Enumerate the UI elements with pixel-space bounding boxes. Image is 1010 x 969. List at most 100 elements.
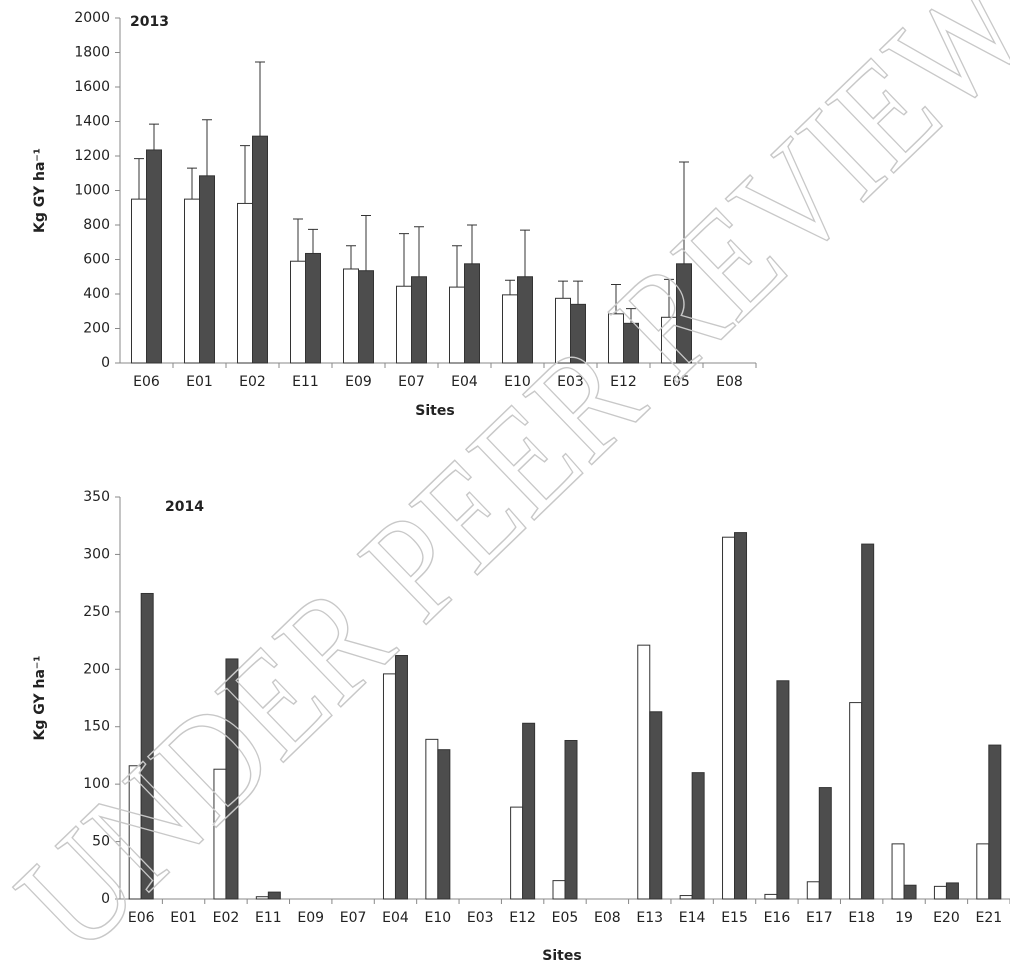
bar	[199, 175, 215, 364]
error-bar	[611, 284, 621, 314]
x-tick-label: E09	[345, 374, 372, 390]
x-tick-label: E12	[509, 910, 536, 926]
error-bar	[679, 161, 689, 264]
error-bar	[399, 233, 409, 287]
bar	[267, 891, 281, 900]
error-bar	[346, 245, 356, 269]
chart-title: 2014	[165, 499, 204, 515]
bar	[691, 772, 705, 900]
x-tick-label: E07	[398, 374, 425, 390]
y-tick-label: 800	[83, 217, 110, 233]
error-bar	[558, 280, 568, 299]
y-tick-label: 100	[83, 776, 110, 792]
y-tick-label: 1800	[74, 45, 110, 61]
x-tick-label: E21	[975, 910, 1002, 926]
bar	[225, 658, 239, 900]
x-tick-label: E07	[340, 910, 367, 926]
bar	[305, 252, 321, 364]
x-tick-label: E11	[255, 910, 282, 926]
bar	[649, 711, 663, 900]
x-tick-label: E16	[764, 910, 791, 926]
x-tick-label: E03	[467, 910, 494, 926]
x-tick-label: E11	[292, 374, 319, 390]
bar	[637, 644, 651, 900]
bar	[510, 806, 524, 900]
error-bar	[361, 215, 371, 271]
bar	[764, 893, 778, 900]
bar	[343, 268, 359, 364]
bar	[945, 882, 959, 900]
x-tick-label: 19	[895, 910, 913, 926]
chart-title: 2013	[130, 14, 169, 30]
bar	[933, 885, 947, 900]
x-tick-label: E05	[663, 374, 690, 390]
bar	[891, 843, 905, 900]
bar	[140, 592, 154, 900]
bar	[570, 303, 586, 364]
bar	[903, 884, 917, 900]
bar	[396, 285, 412, 364]
error-bar	[573, 280, 583, 305]
bar	[976, 843, 990, 900]
x-tick-label: E18	[848, 910, 875, 926]
x-tick-label: E02	[239, 374, 266, 390]
bar	[237, 202, 253, 364]
x-axis-label: Sites	[542, 948, 581, 964]
bar	[661, 316, 677, 364]
x-tick-label: E01	[170, 910, 197, 926]
error-bar	[520, 229, 530, 277]
x-axis-label: Sites	[415, 403, 454, 419]
y-tick-label: 2000	[74, 10, 110, 26]
y-tick-label: 0	[101, 355, 110, 371]
bar	[517, 276, 533, 364]
error-bar	[293, 218, 303, 262]
error-bar	[626, 308, 636, 324]
bar	[676, 263, 692, 364]
bar	[623, 322, 639, 364]
bar	[722, 536, 736, 900]
error-bar	[505, 279, 515, 295]
bar	[290, 260, 306, 364]
y-tick-label: 400	[83, 286, 110, 302]
bar	[131, 198, 147, 364]
error-bar	[414, 226, 424, 277]
error-bar	[467, 224, 477, 264]
x-tick-label: E04	[382, 910, 409, 926]
x-tick-label: E12	[610, 374, 637, 390]
x-tick-label: E08	[716, 374, 743, 390]
bar	[358, 270, 374, 364]
y-tick-label: 1000	[74, 183, 110, 199]
x-tick-label: E09	[297, 910, 324, 926]
x-tick-label: E15	[721, 910, 748, 926]
x-tick-label: E14	[679, 910, 706, 926]
bar	[806, 881, 820, 900]
x-tick-label: E20	[933, 910, 960, 926]
bar	[679, 895, 693, 900]
error-bar	[255, 61, 265, 137]
bar	[146, 149, 162, 364]
bar	[411, 276, 427, 364]
bar	[382, 673, 396, 900]
bar	[849, 702, 863, 900]
y-axis-label: Kg GY ha⁻¹	[32, 148, 48, 233]
y-tick-label: 200	[83, 661, 110, 677]
x-tick-label: E10	[425, 910, 452, 926]
error-bar	[202, 119, 212, 176]
bar	[128, 765, 142, 900]
error-bar	[149, 123, 159, 150]
x-tick-label: E01	[186, 374, 213, 390]
bar	[425, 738, 439, 900]
y-tick-label: 600	[83, 252, 110, 268]
error-bar	[664, 278, 674, 318]
bar	[818, 787, 832, 900]
x-tick-label: E03	[557, 374, 584, 390]
x-tick-label: E06	[128, 910, 155, 926]
bar	[252, 135, 268, 364]
bar	[776, 680, 790, 900]
x-tick-label: E08	[594, 910, 621, 926]
y-tick-label: 1200	[74, 148, 110, 164]
y-tick-label: 200	[83, 321, 110, 337]
